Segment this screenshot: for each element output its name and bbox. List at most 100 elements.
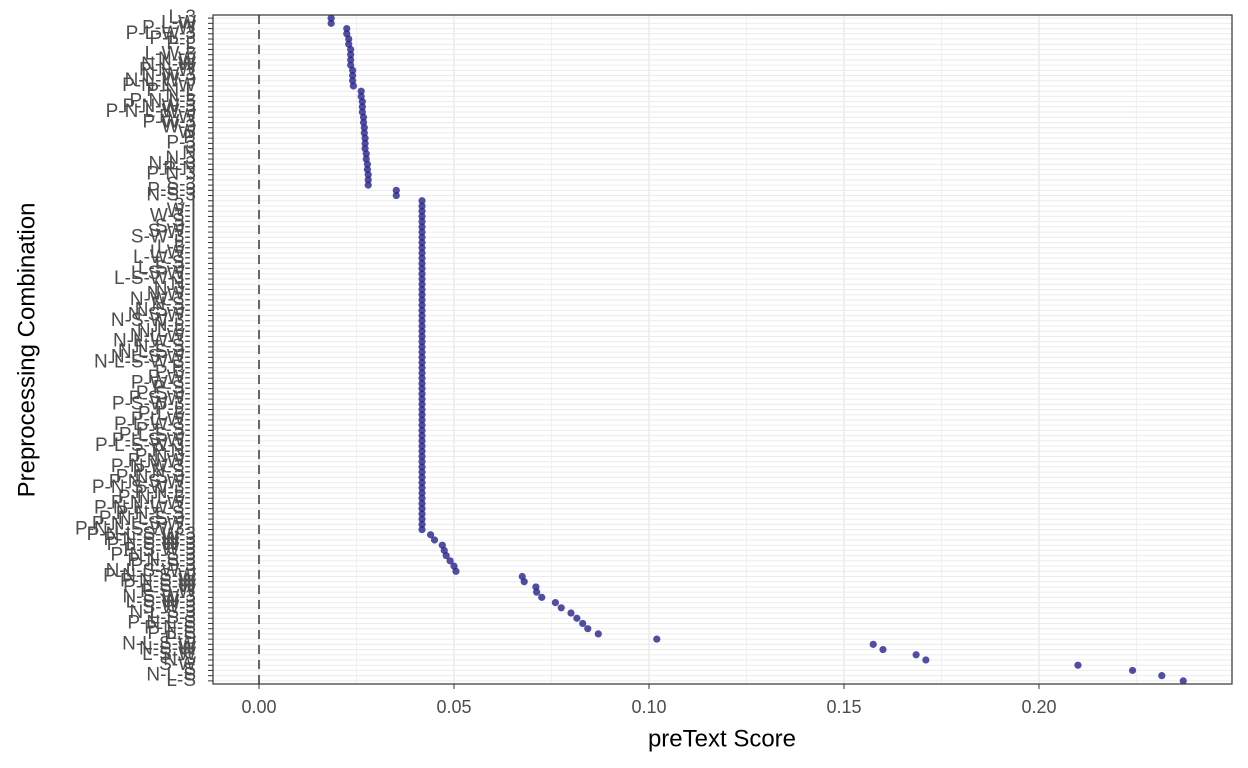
point xyxy=(343,24,351,33)
point xyxy=(327,14,335,22)
point xyxy=(418,390,426,398)
y-tick-label: P-N-L-W xyxy=(122,75,196,96)
point xyxy=(567,609,575,617)
point xyxy=(418,270,426,278)
y-tick-label: P-L-3 xyxy=(150,28,196,49)
point xyxy=(418,358,426,367)
point xyxy=(869,640,877,648)
point xyxy=(418,379,426,388)
y-tick-label: N-S-3 xyxy=(146,185,196,206)
y-tick-label: N-3 xyxy=(165,148,196,169)
y-tick-label: N-S-W xyxy=(139,639,196,660)
y-tick-label: L-S-I xyxy=(155,252,196,273)
point xyxy=(551,598,559,607)
point xyxy=(418,489,426,497)
point xyxy=(327,19,335,27)
point xyxy=(418,411,426,419)
point xyxy=(922,656,930,664)
y-tick-label: N-L-S-W-3 xyxy=(106,560,196,581)
x-tick-label: 0.20 xyxy=(1021,697,1056,717)
y-tick-label: P-N-3 xyxy=(146,164,196,185)
y-tick-label: L-S xyxy=(166,670,196,691)
y-tick-label: S xyxy=(183,659,196,680)
y-tick-label: N-L-S-W-I xyxy=(111,346,196,367)
point xyxy=(418,478,426,487)
point xyxy=(653,635,661,643)
y-tick-label: N-L-S xyxy=(146,665,196,686)
y-tick-label: 3-I xyxy=(174,195,196,216)
point xyxy=(418,520,426,528)
y-tick-label: P-N-L-3-I xyxy=(118,487,196,508)
point xyxy=(364,176,372,184)
point xyxy=(392,191,400,200)
point xyxy=(418,369,426,377)
y-tick-label: P-S-W-I xyxy=(129,388,196,409)
point xyxy=(418,233,426,241)
point xyxy=(418,311,426,320)
y-tick-label: P-N-L-S-I xyxy=(116,503,196,524)
y-tick-label: N-W-I xyxy=(147,284,196,305)
y-tick-label: P-N-L-S-3 xyxy=(110,545,196,566)
point xyxy=(418,296,426,304)
point xyxy=(418,218,426,226)
y-tick-label: P-N-L-S-3-I xyxy=(99,508,196,529)
point xyxy=(418,212,426,221)
y-tick-label: P-L-S xyxy=(147,623,196,644)
y-tick-label: L-3-I xyxy=(157,237,196,258)
x-axis-title: preText Score xyxy=(648,725,796,752)
y-tick-label: L xyxy=(185,38,196,59)
point xyxy=(364,171,372,179)
point xyxy=(520,578,528,586)
point xyxy=(418,484,426,492)
y-tick-label: P-W-3 xyxy=(143,112,196,133)
point xyxy=(418,405,426,414)
point xyxy=(418,317,426,325)
point xyxy=(418,400,426,408)
y-tick-label: N-L-S-3-I xyxy=(118,341,196,362)
x-tick-label: 0.15 xyxy=(826,697,861,717)
y-tick-label: 3 xyxy=(185,138,196,159)
point xyxy=(418,249,426,257)
y-tick-label: P-N-L-3 xyxy=(129,91,196,112)
point xyxy=(418,510,426,518)
y-tick-label: P-N-W-I xyxy=(128,451,196,472)
y-tick-label: P xyxy=(183,127,196,148)
point xyxy=(418,332,426,341)
x-tick-label: 0.05 xyxy=(436,697,471,717)
point xyxy=(418,238,426,247)
point xyxy=(418,223,426,231)
y-tick-label: N-3-I xyxy=(154,279,196,300)
point xyxy=(446,557,454,565)
point xyxy=(879,645,887,654)
point xyxy=(360,124,368,132)
y-tick-label: P-L-3-I xyxy=(138,404,196,425)
y-tick-label: P-S-W-3-I xyxy=(112,393,196,414)
y-tick-label: P-L-S-W-3 xyxy=(107,534,196,555)
y-tick-label: P-N-W-3-I xyxy=(111,456,196,477)
point xyxy=(364,181,372,189)
point xyxy=(418,505,426,513)
y-tick-label: S-W-3 xyxy=(143,597,196,618)
point xyxy=(418,468,426,476)
y-tick-label: P-L-W-3-I xyxy=(114,414,196,435)
point xyxy=(418,197,426,205)
point xyxy=(358,98,366,106)
point xyxy=(345,35,353,43)
y-tick-label: W-3 xyxy=(162,117,196,138)
point xyxy=(452,567,460,575)
point xyxy=(361,134,369,142)
point xyxy=(418,442,426,450)
y-tick-label: P-L-I xyxy=(155,399,196,420)
point xyxy=(418,265,426,273)
point xyxy=(418,306,426,314)
y-tick-label: N-L-W-I xyxy=(130,325,196,346)
point xyxy=(418,327,426,335)
y-tick-label: P-L-W-I xyxy=(131,409,196,430)
y-tick-label: S-W-3-I xyxy=(131,226,196,247)
point xyxy=(1179,677,1187,685)
y-tick-label: P-L-W xyxy=(142,18,196,39)
y-tick-label: P-N-S-W-3 xyxy=(103,529,196,550)
y-tick-label: P-L-S-W-I xyxy=(112,430,196,451)
y-tick-label: P-N-I xyxy=(152,440,196,461)
